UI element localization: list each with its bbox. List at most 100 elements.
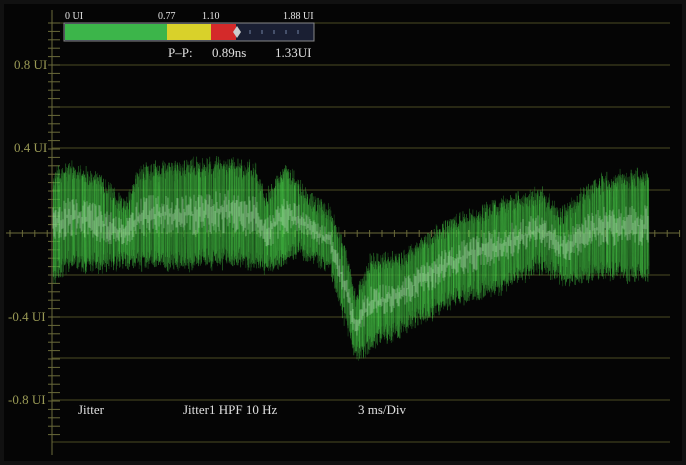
trace-stroke	[185, 159, 188, 265]
trace-stroke	[560, 211, 563, 282]
trace-stroke	[148, 179, 151, 264]
trace-stroke	[129, 194, 131, 250]
trace-stroke	[224, 174, 227, 250]
trace-stroke	[279, 182, 281, 267]
trace-stroke	[208, 156, 211, 260]
trace-stroke	[430, 238, 433, 299]
trace-stroke	[468, 219, 471, 301]
status-mode: Jitter	[78, 402, 104, 417]
trace-stroke	[211, 173, 214, 265]
trace-stroke	[503, 202, 506, 280]
trace-stroke	[80, 178, 83, 260]
trace-stroke	[495, 206, 498, 282]
trace-stroke	[368, 273, 371, 350]
trace-stroke	[272, 190, 275, 269]
trace-stroke	[438, 229, 440, 316]
trace-stroke	[78, 179, 80, 264]
trace-stroke	[114, 204, 117, 256]
trace-stroke	[308, 207, 310, 258]
trace-stroke	[222, 165, 224, 271]
trace-stroke	[372, 252, 375, 348]
trace-stroke	[588, 189, 591, 262]
trace-stroke	[361, 278, 364, 346]
trace-stroke	[241, 165, 244, 265]
trace-stroke	[212, 168, 214, 263]
trace-stroke	[599, 194, 602, 273]
trace-stroke	[594, 181, 597, 269]
trace-stroke	[444, 221, 447, 307]
trace-stroke	[180, 175, 183, 265]
trace-stroke	[582, 187, 584, 275]
meter-bar	[63, 22, 315, 42]
trace-stroke	[69, 169, 72, 256]
trace-stroke	[613, 185, 616, 276]
trace-stroke	[257, 181, 260, 263]
status-filter: Jitter1 HPF 10 Hz	[183, 402, 278, 417]
trace-stroke	[355, 299, 358, 351]
trace-stroke	[475, 222, 478, 293]
axis-label: 0.8 UI	[14, 57, 48, 72]
meter-green	[65, 24, 167, 40]
trace-stroke	[86, 173, 89, 262]
trace-stroke	[293, 185, 296, 245]
trace-stroke	[587, 195, 590, 269]
trace-stroke	[481, 204, 484, 284]
trace-stroke	[174, 175, 177, 265]
trace-stroke	[273, 187, 276, 259]
trace-stroke	[569, 209, 572, 279]
trace-stroke	[109, 197, 112, 255]
trace-stroke	[117, 200, 120, 258]
trace-stroke	[452, 227, 455, 296]
trace-stroke	[491, 199, 494, 284]
trace-stroke	[283, 178, 286, 264]
trace-stroke	[211, 174, 213, 271]
trace-stroke	[589, 190, 592, 266]
trace-stroke	[376, 269, 378, 333]
trace-stroke	[394, 253, 397, 329]
trace-stroke	[202, 169, 205, 258]
trace-stroke	[348, 279, 351, 334]
meter-scale-ticks	[249, 30, 299, 34]
trace-stroke	[144, 167, 146, 257]
trace-stroke	[615, 186, 618, 273]
trace-stroke	[459, 220, 462, 304]
trace-stroke	[631, 173, 634, 272]
trace-stroke	[410, 244, 413, 319]
trace-stroke	[523, 195, 526, 275]
trace-stroke	[135, 182, 138, 253]
trace-stroke	[637, 176, 640, 265]
trace-stroke	[327, 211, 330, 268]
trace-stroke	[83, 174, 86, 263]
trace-stroke	[416, 246, 419, 310]
trace-stroke	[149, 176, 151, 255]
trace-stroke	[590, 190, 593, 278]
meter-yellow	[167, 24, 211, 40]
meter-end: 1.88 UI	[283, 11, 314, 22]
trace-stroke	[74, 178, 77, 261]
trace-stroke	[214, 161, 217, 255]
trace-stroke	[513, 204, 516, 274]
trace-stroke	[220, 168, 223, 263]
trace-stroke	[166, 168, 169, 271]
meter-alarm: 1.10	[202, 11, 220, 22]
trace-stroke	[248, 162, 250, 268]
trace-stroke	[429, 237, 432, 317]
trace-stroke	[359, 289, 362, 356]
trace-stroke	[218, 168, 221, 250]
trace-stroke	[399, 265, 402, 319]
meter-start: 0 UI	[65, 11, 84, 22]
trace-stroke	[419, 247, 422, 320]
trace-stroke	[443, 238, 446, 306]
trace-stroke	[552, 207, 555, 264]
trace-stroke	[80, 178, 82, 262]
trace-stroke	[584, 200, 587, 273]
trace-stroke	[175, 164, 177, 262]
trace-stroke	[289, 170, 292, 252]
status-timebase: 3 ms/Div	[358, 402, 407, 417]
trace-stroke	[381, 257, 384, 334]
meter-marker	[233, 26, 241, 38]
meter-red	[211, 24, 236, 40]
trace-stroke	[534, 193, 537, 265]
trace-stroke	[87, 184, 90, 259]
